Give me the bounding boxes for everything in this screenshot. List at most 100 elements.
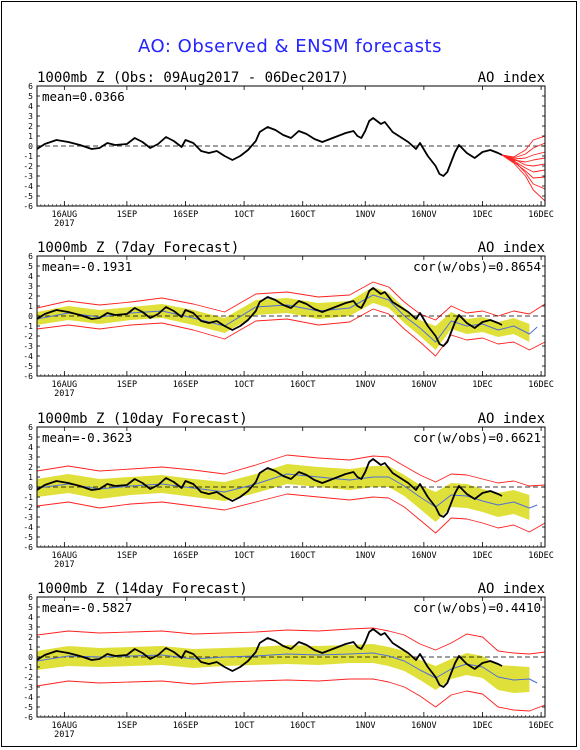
y-tick-label: 2 bbox=[28, 463, 33, 472]
y-tick-label: 4 bbox=[28, 613, 33, 622]
y-tick-label: -1 bbox=[23, 493, 33, 502]
y-tick-label: 0 bbox=[28, 483, 33, 492]
plot-area bbox=[37, 627, 545, 712]
x-tick-label: 1OCT bbox=[234, 551, 254, 561]
ensemble-mean-line bbox=[37, 652, 538, 684]
y-tick-label: 3 bbox=[28, 453, 33, 462]
y-tick-label: 6 bbox=[28, 593, 33, 602]
y-tick-label: 5 bbox=[28, 262, 33, 271]
y-tick-label: 2 bbox=[28, 633, 33, 642]
x-tick-label: 16NOV bbox=[411, 721, 437, 731]
y-tick-label: -4 bbox=[23, 693, 33, 702]
y-tick-label: 5 bbox=[28, 92, 33, 101]
y-tick-label: 0 bbox=[28, 142, 33, 151]
mean-label: mean=0.0366 bbox=[42, 89, 125, 104]
mean-label: mean=-0.3623 bbox=[42, 430, 132, 445]
x-tick-label: 1OCT bbox=[234, 380, 254, 390]
x-tick-label: 16DEC bbox=[528, 721, 554, 731]
observed-line bbox=[37, 458, 503, 518]
member-forecast-line bbox=[501, 154, 545, 167]
member-forecast-line bbox=[501, 154, 545, 179]
member-forecast-line bbox=[501, 154, 545, 190]
y-tick-label: -4 bbox=[23, 182, 33, 191]
y-tick-label: -6 bbox=[23, 543, 33, 552]
y-tick-label: 3 bbox=[28, 282, 33, 291]
x-tick-label: 16SEP bbox=[173, 210, 199, 220]
y-tick-label: -2 bbox=[23, 503, 33, 512]
panel-title: 1000mb Z (14day Forecast) bbox=[37, 581, 248, 597]
panel-index-label: AO index bbox=[478, 411, 545, 427]
mean-label: mean=-0.5827 bbox=[42, 600, 132, 615]
member-forecast-line bbox=[501, 154, 545, 173]
y-tick-label: -1 bbox=[23, 152, 33, 161]
correlation-label: cor(w/obs)=0.6621 bbox=[413, 430, 541, 445]
x-tick-label: 1OCT bbox=[234, 210, 254, 220]
mean-label: mean=-0.1931 bbox=[42, 259, 132, 274]
ensemble-mean-line bbox=[37, 294, 538, 343]
x-tick-label: 1NOV bbox=[355, 380, 375, 390]
y-tick-label: 5 bbox=[28, 603, 33, 612]
panel-3: 1000mb Z (10day Forecast) AO index 6543210… bbox=[23, 411, 554, 570]
x-tick-label: 16SEP bbox=[173, 380, 199, 390]
panel-index-label: AO index bbox=[478, 70, 545, 86]
plot-area bbox=[37, 281, 545, 357]
plot-area bbox=[37, 117, 545, 202]
x-tick-label: 1DEC bbox=[472, 721, 492, 731]
x-tick-year-label: 2017 bbox=[54, 560, 74, 570]
x-tick-label: 1SEP bbox=[117, 551, 137, 561]
x-tick-label: 16OCT bbox=[290, 551, 316, 561]
y-tick-label: 2 bbox=[28, 122, 33, 131]
envelope-upper-line bbox=[37, 281, 545, 321]
y-tick-label: -2 bbox=[23, 162, 33, 171]
y-tick-label: -4 bbox=[23, 352, 33, 361]
member-forecast-line bbox=[501, 154, 545, 202]
panel-1: 1000mb Z (Obs: 09Aug2017 - 06Dec2017) AO … bbox=[23, 70, 554, 229]
observed-line bbox=[37, 117, 503, 177]
x-tick-label: 1NOV bbox=[355, 551, 375, 561]
y-tick-label: 4 bbox=[28, 443, 33, 452]
y-tick-label: -2 bbox=[23, 673, 33, 682]
member-forecast-line bbox=[501, 135, 545, 158]
x-tick-label: 1SEP bbox=[117, 210, 137, 220]
y-tick-label: -5 bbox=[23, 533, 33, 542]
y-tick-label: -5 bbox=[23, 192, 33, 201]
y-tick-label: -5 bbox=[23, 362, 33, 371]
panel-title: 1000mb Z (Obs: 09Aug2017 - 06Dec2017) bbox=[37, 70, 349, 86]
y-tick-label: 1 bbox=[28, 473, 33, 482]
x-tick-label: 16SEP bbox=[173, 721, 199, 731]
x-tick-label: 16OCT bbox=[290, 721, 316, 731]
y-tick-label: -6 bbox=[23, 372, 33, 381]
x-tick-label: 16AUG bbox=[52, 210, 78, 220]
x-tick-label: 16AUG bbox=[52, 380, 78, 390]
plot-area bbox=[37, 454, 545, 534]
envelope-lower-line bbox=[37, 308, 545, 357]
y-tick-label: 6 bbox=[28, 82, 33, 91]
x-tick-label: 16DEC bbox=[528, 551, 554, 561]
y-tick-label: 6 bbox=[28, 423, 33, 432]
envelope-upper-line bbox=[37, 627, 545, 655]
x-tick-label: 16NOV bbox=[411, 551, 437, 561]
x-tick-label: 1NOV bbox=[355, 210, 375, 220]
main-title: AO: Observed & ENSM forecasts bbox=[138, 36, 442, 57]
correlation-label: cor(w/obs)=0.8654 bbox=[413, 259, 541, 274]
x-tick-label: 16AUG bbox=[52, 551, 78, 561]
envelope-lower-line bbox=[37, 493, 545, 534]
x-tick-label: 1SEP bbox=[117, 721, 137, 731]
x-tick-label: 16NOV bbox=[411, 380, 437, 390]
x-tick-label: 1DEC bbox=[472, 210, 492, 220]
x-tick-label: 1OCT bbox=[234, 721, 254, 731]
y-tick-label: 4 bbox=[28, 102, 33, 111]
x-tick-label: 1DEC bbox=[472, 380, 492, 390]
y-tick-label: -5 bbox=[23, 703, 33, 712]
x-tick-label: 1NOV bbox=[355, 721, 375, 731]
x-tick-label: 16NOV bbox=[411, 210, 437, 220]
observed-line bbox=[37, 287, 503, 347]
y-tick-label: 1 bbox=[28, 132, 33, 141]
x-tick-label: 1SEP bbox=[117, 380, 137, 390]
panel-2: 1000mb Z (7day Forecast) AO index6543210-… bbox=[23, 240, 554, 399]
y-tick-label: -3 bbox=[23, 172, 33, 181]
panel-title: 1000mb Z (10day Forecast) bbox=[37, 411, 248, 427]
envelope-upper-line bbox=[37, 454, 545, 487]
x-tick-label: 1DEC bbox=[472, 551, 492, 561]
x-tick-label: 16DEC bbox=[528, 380, 554, 390]
